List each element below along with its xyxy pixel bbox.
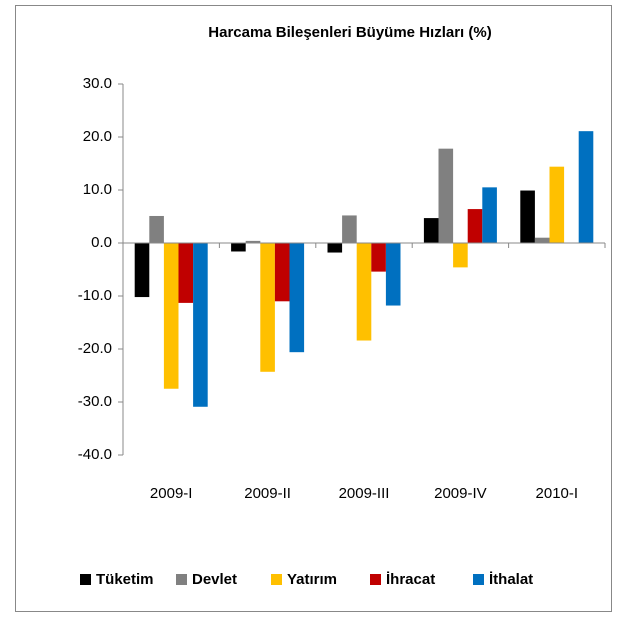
bar [482, 187, 497, 243]
y-tick-label: -20.0 [78, 340, 112, 357]
bar [342, 215, 357, 243]
legend-swatch [176, 574, 187, 585]
bar [274, 243, 290, 302]
bar [438, 148, 454, 243]
chart-title: Harcama Bileşenleri Büyüme Hızları (%) [208, 24, 491, 41]
bar [423, 218, 439, 243]
y-tick-label: 0.0 [91, 234, 112, 251]
x-tick-label: 2009-II [244, 485, 291, 502]
bar [134, 243, 150, 298]
bar [385, 243, 401, 306]
y-tick-label: -40.0 [78, 446, 112, 463]
bar [534, 237, 550, 243]
bar [356, 243, 372, 341]
y-tick-label: 20.0 [83, 128, 112, 145]
bar [260, 243, 275, 372]
bar [371, 243, 386, 272]
bar [149, 215, 164, 243]
legend-swatch [370, 574, 381, 585]
x-tick-label: 2009-III [339, 485, 390, 502]
x-tick-label: 2009-IV [434, 485, 487, 502]
y-tick-label: 30.0 [83, 75, 112, 92]
bar [193, 243, 208, 407]
legend-label: Devlet [192, 571, 237, 588]
bar [549, 166, 565, 243]
legend-label: İthalat [489, 571, 533, 588]
bar [578, 131, 594, 243]
y-tick-label: -10.0 [78, 287, 112, 304]
x-tick-label: 2010-I [536, 485, 579, 502]
bar [453, 243, 468, 268]
legend-swatch [473, 574, 484, 585]
y-tick-label: 10.0 [83, 181, 112, 198]
bar [467, 209, 483, 243]
bar [231, 243, 246, 252]
bar [289, 243, 305, 353]
y-tick-label: -30.0 [78, 393, 112, 410]
bar [163, 243, 179, 389]
chart-border [15, 5, 612, 612]
legend-swatch [271, 574, 282, 585]
x-tick-label: 2009-I [150, 485, 193, 502]
bar [520, 190, 535, 243]
legend-label: Yatırım [287, 571, 337, 588]
legend-label: Tüketim [96, 571, 154, 588]
bar [327, 243, 343, 253]
bar [178, 243, 194, 303]
bar [245, 240, 261, 243]
legend-swatch [80, 574, 91, 585]
legend-label: İhracat [386, 571, 435, 588]
